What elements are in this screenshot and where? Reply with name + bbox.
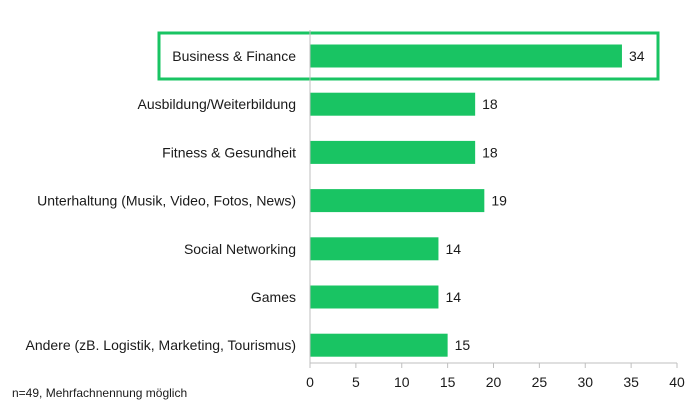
x-tick-label: 40 xyxy=(669,374,685,390)
x-tick-label: 10 xyxy=(394,374,410,390)
bar xyxy=(310,189,485,213)
data-label: 19 xyxy=(491,193,507,209)
data-label: 14 xyxy=(445,241,461,257)
x-tick-label: 15 xyxy=(440,374,456,390)
category-label: Andere (zB. Logistik, Marketing, Tourism… xyxy=(25,337,296,353)
bar xyxy=(310,140,476,164)
category-label: Social Networking xyxy=(184,241,296,257)
x-tick-label: 30 xyxy=(577,374,593,390)
bar xyxy=(310,92,476,116)
data-label: 14 xyxy=(445,289,461,305)
footnote: n=49, Mehrfachnennung möglich xyxy=(12,386,188,400)
bar xyxy=(310,44,622,68)
category-labels: Business & Finance 34 Ausbildung/Weiterbil… xyxy=(25,31,660,353)
category-label: Business & Finance xyxy=(172,48,296,64)
x-tick-label: 20 xyxy=(486,374,502,390)
category-label: Games xyxy=(251,289,296,305)
category-label: Fitness & Gesundheit xyxy=(162,144,296,160)
bars-layer xyxy=(310,44,622,357)
x-tick-label: 0 xyxy=(306,374,314,390)
bar xyxy=(310,285,439,309)
highlight-box xyxy=(157,31,660,81)
bar xyxy=(310,333,448,357)
data-label: 34 xyxy=(629,48,645,64)
bar xyxy=(310,237,439,261)
category-label: Ausbildung/Weiterbildung xyxy=(137,96,296,112)
x-tick-label: 25 xyxy=(532,374,548,390)
data-label: 18 xyxy=(482,96,498,112)
x-tick-label: 35 xyxy=(623,374,639,390)
data-label: 18 xyxy=(482,144,498,160)
category-label: Unterhaltung (Musik, Video, Fotos, News) xyxy=(37,193,296,209)
data-label: 15 xyxy=(455,337,471,353)
x-tick-label: 5 xyxy=(352,374,360,390)
x-axis: 0 5 10 15 20 25 30 35 40 xyxy=(306,30,685,390)
